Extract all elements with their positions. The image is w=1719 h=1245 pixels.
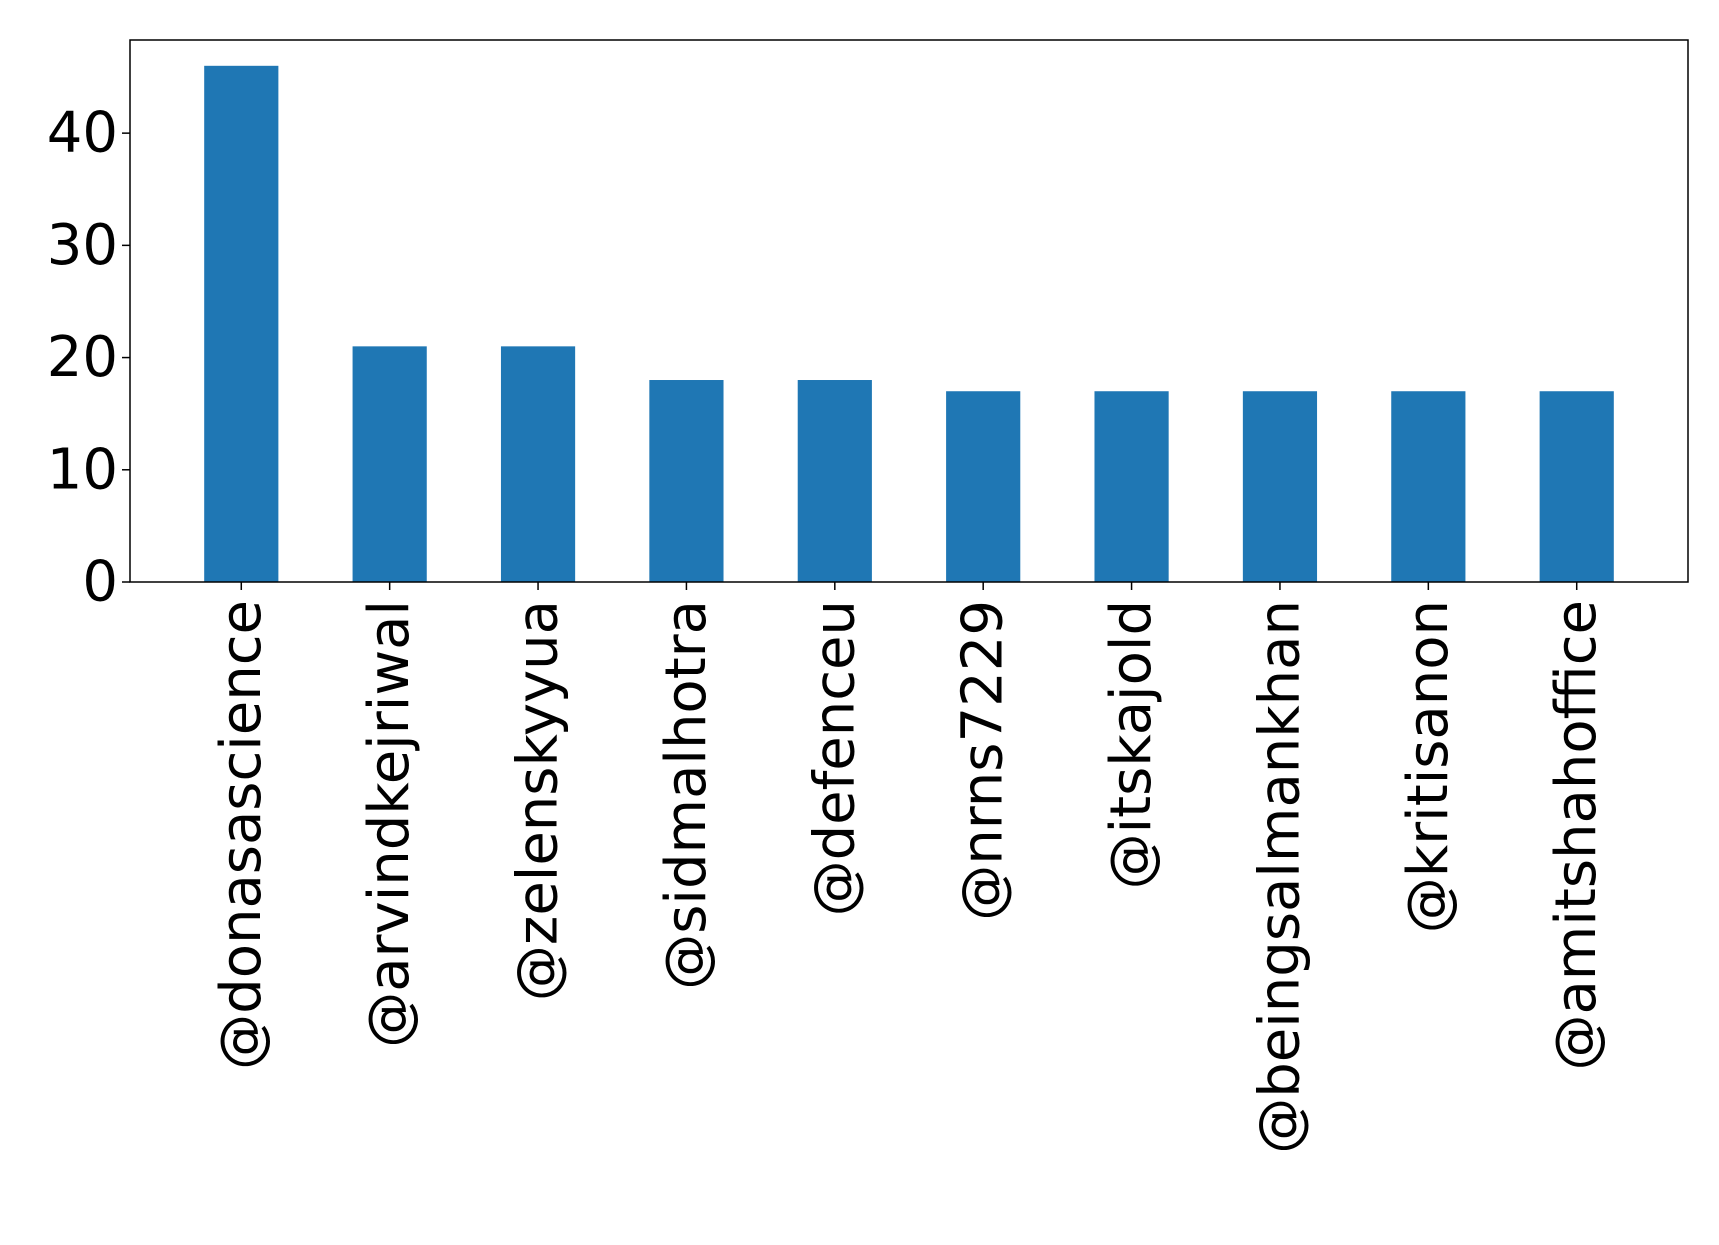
bar-donasascience (204, 65, 279, 583)
x-tick-label: @kritisanon (1396, 600, 1461, 933)
x-tick-label: @beingsalmankhan (1247, 600, 1312, 1154)
y-tick-label: 10 (47, 437, 118, 502)
x-tick-label: @donasascience (209, 600, 274, 1070)
bar-nrns7229 (946, 391, 1021, 582)
y-tick-label: 40 (47, 101, 118, 166)
x-tick-label: @itskajold (1099, 600, 1164, 889)
bar-defenceu (797, 380, 872, 582)
x-axis: @donasascience @arvindkejriwal @zelenskyyu… (209, 582, 1609, 1154)
plot-frame (129, 39, 1689, 583)
x-tick-label: @zelenskyyua (506, 600, 571, 1001)
y-axis: 0 10 20 30 40 (47, 101, 130, 615)
x-tick-label: @sidmalhotra (654, 600, 719, 990)
bar-kritisanon (1391, 391, 1466, 582)
x-tick-label: @defenceu (802, 600, 867, 916)
bar-amitshahoffice (1539, 391, 1614, 582)
y-tick-label: 20 (47, 325, 118, 390)
bars-group (204, 65, 1614, 583)
bar-beingsalmankhan (1242, 391, 1318, 582)
bar-itskajold (1094, 391, 1169, 582)
x-tick-label: @amitshahoffice (1544, 600, 1609, 1071)
x-tick-label: @nrns7229 (951, 600, 1016, 921)
bar-arvindkejriwal (352, 346, 427, 582)
bar-sidmalhotra (649, 380, 724, 582)
x-tick-label: @arvindkejriwal (357, 600, 422, 1048)
y-tick-label: 30 (47, 213, 118, 278)
y-tick-label: 0 (82, 550, 118, 615)
bar-zelenskyyua (500, 346, 576, 582)
